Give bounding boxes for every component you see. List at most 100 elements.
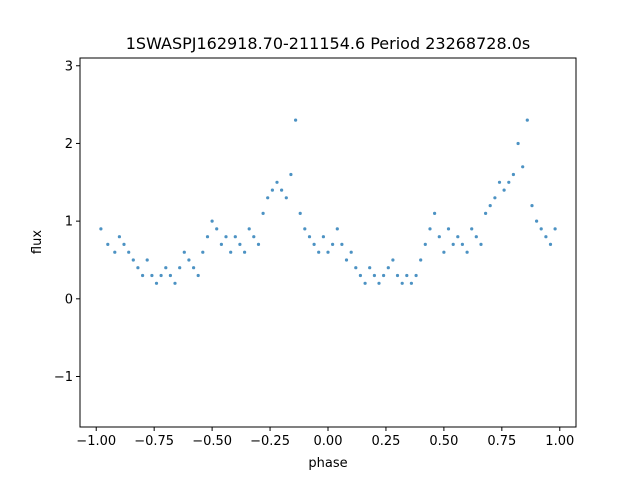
data-point (256, 242, 261, 246)
data-point (131, 258, 135, 262)
data-point (141, 273, 145, 278)
data-point (488, 204, 492, 208)
data-point (460, 242, 464, 246)
data-point (414, 273, 418, 278)
data-point (548, 242, 553, 246)
data-point (344, 258, 349, 262)
x-axis: −1.00 −0.75 −0.50 −0.25 0.00 0.25 0.50 0.75 1.00 (76, 427, 574, 449)
data-point (535, 219, 539, 223)
data-point (456, 235, 460, 239)
data-point (261, 211, 265, 215)
data-point (247, 227, 251, 231)
data-point (479, 242, 483, 246)
data-point (400, 281, 404, 285)
data-point (437, 235, 441, 239)
data-point (372, 273, 376, 278)
y-tick-label: 2 (65, 137, 73, 152)
y-tick-label: 3 (65, 59, 73, 74)
x-tick-label: −0.50 (192, 434, 232, 449)
data-point (289, 172, 293, 177)
data-point (493, 196, 497, 200)
data-point (168, 273, 172, 278)
data-point (377, 281, 381, 285)
data-point (117, 235, 121, 239)
data-point (164, 266, 168, 270)
data-point (349, 250, 353, 254)
data-point (294, 118, 298, 122)
y-tick-label: 1 (65, 215, 73, 230)
x-tick-label: −0.25 (250, 434, 290, 449)
data-point (280, 188, 284, 192)
y-axis-title: flux (30, 230, 45, 254)
data-point (307, 235, 312, 239)
data-point (539, 227, 543, 231)
data-point (312, 242, 316, 246)
data-point (423, 242, 427, 246)
data-point (340, 242, 344, 246)
data-point (303, 227, 307, 231)
x-tick-label: 0.00 (314, 434, 343, 449)
data-point (173, 281, 177, 285)
data-point (252, 235, 256, 239)
data-point (196, 273, 200, 278)
data-point (275, 180, 279, 184)
data-point (224, 235, 228, 239)
data-point (544, 235, 548, 239)
chart-title: 1SWASPJ162918.70-211154.6 Period 2326872… (126, 34, 531, 53)
data-point (229, 250, 233, 254)
x-tick-label: 0.75 (487, 434, 516, 449)
x-tick-label: −1.00 (76, 434, 116, 449)
data-point (516, 141, 520, 146)
data-point (326, 250, 330, 254)
data-point (243, 250, 247, 254)
data-point (298, 211, 302, 215)
data-point (354, 266, 358, 270)
data-point (386, 266, 390, 270)
y-tick-label: −1 (54, 370, 73, 385)
data-point (405, 273, 409, 278)
data-points (99, 118, 557, 285)
data-point (233, 235, 237, 239)
x-tick-label: 0.50 (429, 434, 458, 449)
data-point (317, 250, 321, 254)
data-point (395, 273, 400, 278)
x-tick-label: 1.00 (545, 434, 574, 449)
data-point (382, 273, 386, 278)
data-point (530, 204, 534, 208)
data-point (159, 273, 163, 278)
data-point (182, 250, 186, 254)
data-point (122, 242, 126, 246)
data-point (284, 196, 288, 200)
data-point (507, 180, 511, 184)
data-point (201, 250, 205, 254)
data-point (368, 266, 372, 270)
data-point (391, 258, 395, 262)
data-point (409, 281, 413, 285)
data-point (474, 235, 478, 239)
data-point (497, 180, 502, 184)
data-point (210, 219, 214, 223)
data-point (154, 281, 159, 285)
data-point (363, 281, 367, 285)
data-point (205, 235, 210, 239)
data-point (215, 227, 219, 231)
data-point (331, 242, 335, 246)
data-point (335, 227, 339, 231)
data-point (446, 227, 451, 231)
data-point (238, 242, 242, 246)
data-point (127, 250, 131, 254)
data-point (192, 266, 196, 270)
data-point (150, 273, 154, 278)
data-point (511, 172, 515, 177)
data-point (419, 258, 423, 262)
data-point (321, 235, 325, 239)
data-point (136, 266, 140, 270)
data-point (502, 188, 506, 192)
data-point (187, 258, 191, 262)
data-point (113, 250, 117, 254)
data-point (99, 227, 103, 231)
data-point (442, 250, 446, 254)
x-tick-label: 0.25 (371, 434, 400, 449)
